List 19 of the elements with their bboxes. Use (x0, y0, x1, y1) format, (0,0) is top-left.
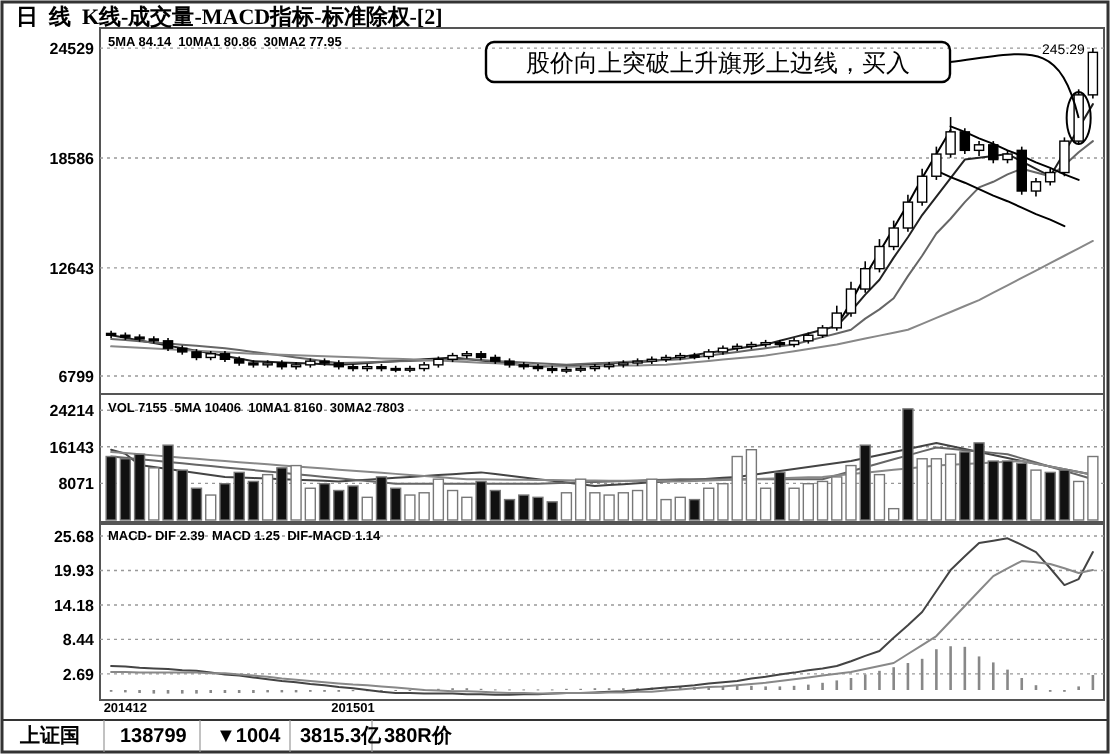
y-tick-label: 18586 (49, 150, 96, 168)
y-tick-label: 19.93 (53, 562, 96, 581)
y-tick-label: 6799 (58, 367, 96, 386)
y-tick-label: 16143 (49, 438, 96, 457)
y-tick-label: 14.18 (53, 596, 96, 615)
y-tick-label: 8.44 (62, 631, 96, 650)
y-tick-label: 24529 (49, 40, 96, 59)
annotation: 股价向上突破上升旗形上边线，买入 (526, 49, 910, 77)
text: 138799 (120, 726, 188, 748)
y-tick-label: 8071 (58, 475, 96, 494)
y-tick-label: 25.68 (53, 528, 96, 547)
text: 380R价 (384, 724, 454, 748)
chart-title: 日 线 K线-成交量-MACD指标-标准除权-[2] (16, 4, 443, 30)
y-tick-label: 12643 (49, 259, 96, 278)
text: ▼1004 (216, 726, 282, 748)
text: 上证国 (18, 724, 80, 748)
text: 3815.3亿 (300, 724, 384, 748)
y-tick-label: 2.69 (62, 665, 96, 684)
y-tick-label: 24214 (49, 402, 96, 421)
